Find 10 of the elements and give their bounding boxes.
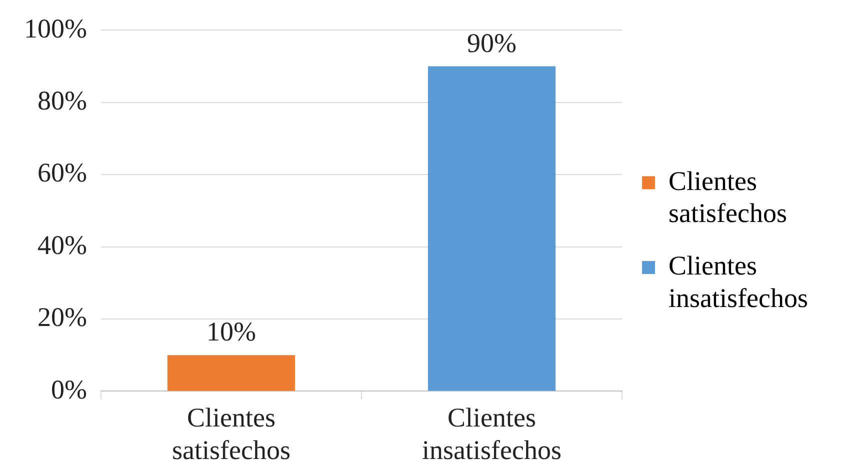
y-tick-label: 20% bbox=[37, 302, 87, 332]
y-tick-label: 80% bbox=[37, 85, 87, 116]
y-tick-label: 40% bbox=[37, 230, 87, 260]
legend-label: Clientes insatisfechos bbox=[668, 250, 808, 313]
y-tick-label: 60% bbox=[37, 158, 87, 188]
data-label: 90% bbox=[467, 28, 517, 58]
data-label: 10% bbox=[206, 316, 256, 347]
legend-label: Clientes satisfechos bbox=[668, 166, 787, 228]
y-tick-label: 100% bbox=[24, 13, 87, 44]
y-tick-label: 0% bbox=[50, 374, 87, 404]
